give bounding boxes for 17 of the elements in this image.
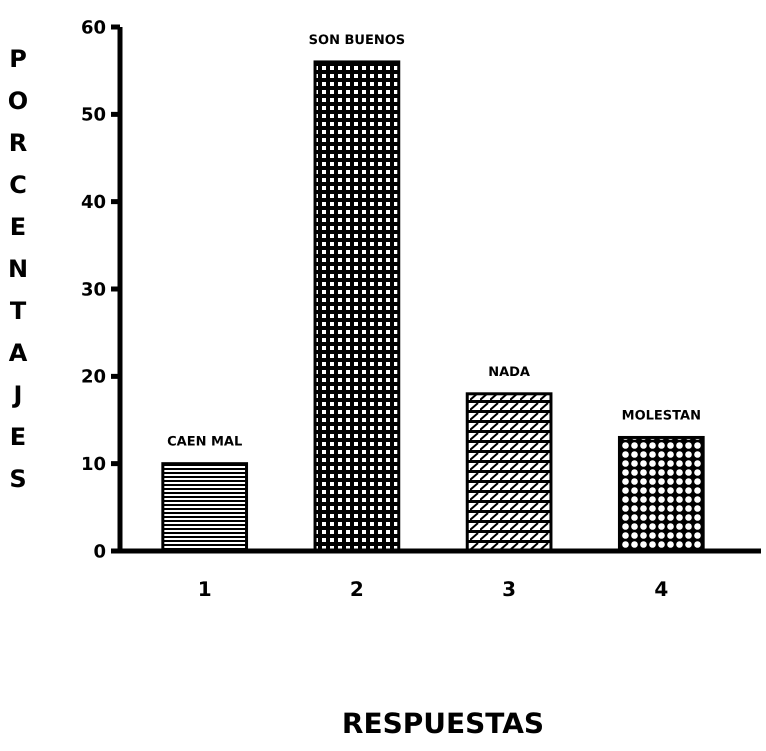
x-tick-label: 3 <box>502 577 516 601</box>
annotation: NADA <box>488 364 530 380</box>
y-tick-label: 10 <box>80 454 106 475</box>
y-tick-label: 20 <box>80 366 106 388</box>
annotation: CAEN MAL <box>167 434 242 450</box>
y-tick-label: 0 <box>93 541 106 562</box>
y-tick-label: 50 <box>80 104 106 126</box>
text: PORCENTAJES <box>8 45 28 493</box>
x-tick-label: 1 <box>198 577 212 601</box>
x-axis-title: RESPUESTAS <box>342 707 544 740</box>
x-tick-label: 4 <box>654 577 668 601</box>
y-tick-label: 40 <box>80 192 106 213</box>
annotation: MOLESTAN <box>622 408 701 424</box>
y-tick-label: 30 <box>80 279 106 300</box>
y-tick-label: 60 <box>80 17 106 38</box>
x-tick-label: 2 <box>350 577 364 601</box>
annotation: SON BUENOS <box>308 32 406 48</box>
